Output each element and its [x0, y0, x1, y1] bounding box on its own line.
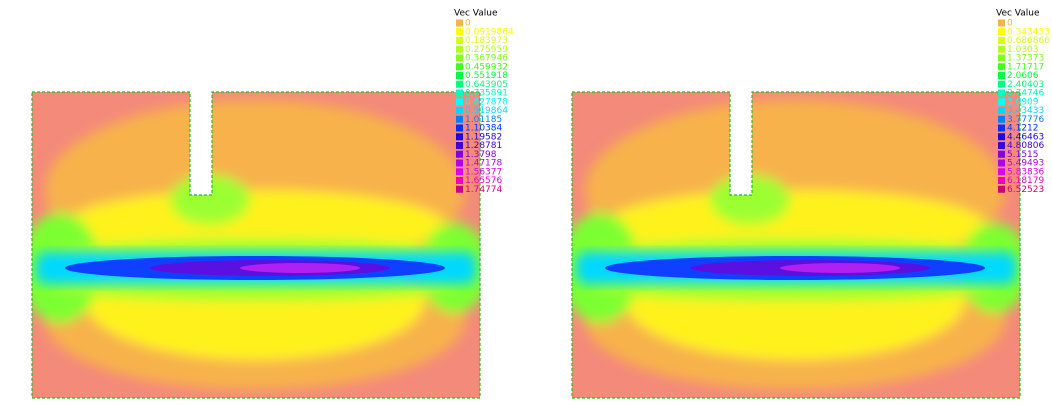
legend-swatch [998, 116, 1005, 123]
legend-swatch [998, 98, 1005, 105]
legend-swatch [456, 151, 463, 158]
legend-swatch [998, 55, 1005, 62]
figure: Vec Value00.09198640.1839730.2759590.367… [0, 0, 1052, 405]
legend-swatch [998, 46, 1005, 53]
legend-swatch [456, 186, 463, 193]
legend-swatch [998, 90, 1005, 97]
legend-label: 1.74774 [465, 185, 502, 195]
legend-swatch [998, 81, 1005, 88]
legend-swatch [456, 107, 463, 114]
page: {"panels": [ {"legend": {"title": "Vec V… [0, 0, 1052, 405]
legend-swatch [456, 125, 463, 132]
legend-swatch [456, 55, 463, 62]
legend-swatch [456, 98, 463, 105]
legend-swatch [998, 177, 1005, 184]
legend-swatch [456, 81, 463, 88]
legend-swatch [456, 90, 463, 97]
legend-swatch [998, 142, 1005, 149]
legend-title: Vec Value [454, 9, 498, 19]
vector-plot [20, 92, 490, 398]
legend-swatch [456, 168, 463, 175]
legend-swatch [998, 107, 1005, 114]
legend-swatch [456, 133, 463, 140]
legend-swatch [456, 46, 463, 53]
legend-swatch [456, 20, 463, 27]
legend-title: Vec Value [996, 9, 1040, 19]
legend-swatch [456, 160, 463, 167]
legend-swatch [998, 186, 1005, 193]
legend-swatch [998, 72, 1005, 79]
legend-label: 6.52523 [1007, 185, 1044, 195]
legend-swatch [456, 28, 463, 35]
legend-swatch [998, 160, 1005, 167]
legend-swatch [998, 20, 1005, 27]
legend-swatch [456, 142, 463, 149]
legend-swatch [998, 133, 1005, 140]
legend-swatch [998, 151, 1005, 158]
legend-swatch [456, 72, 463, 79]
legend-swatch [456, 37, 463, 44]
legend-swatch [998, 63, 1005, 70]
legend-swatch [998, 168, 1005, 175]
legend-swatch [998, 125, 1005, 132]
legend-swatch [456, 63, 463, 70]
legend-swatch [998, 37, 1005, 44]
legend-swatch [456, 116, 463, 123]
legend-swatch [456, 177, 463, 184]
legend-swatch [998, 28, 1005, 35]
vector-plot [560, 92, 1030, 398]
